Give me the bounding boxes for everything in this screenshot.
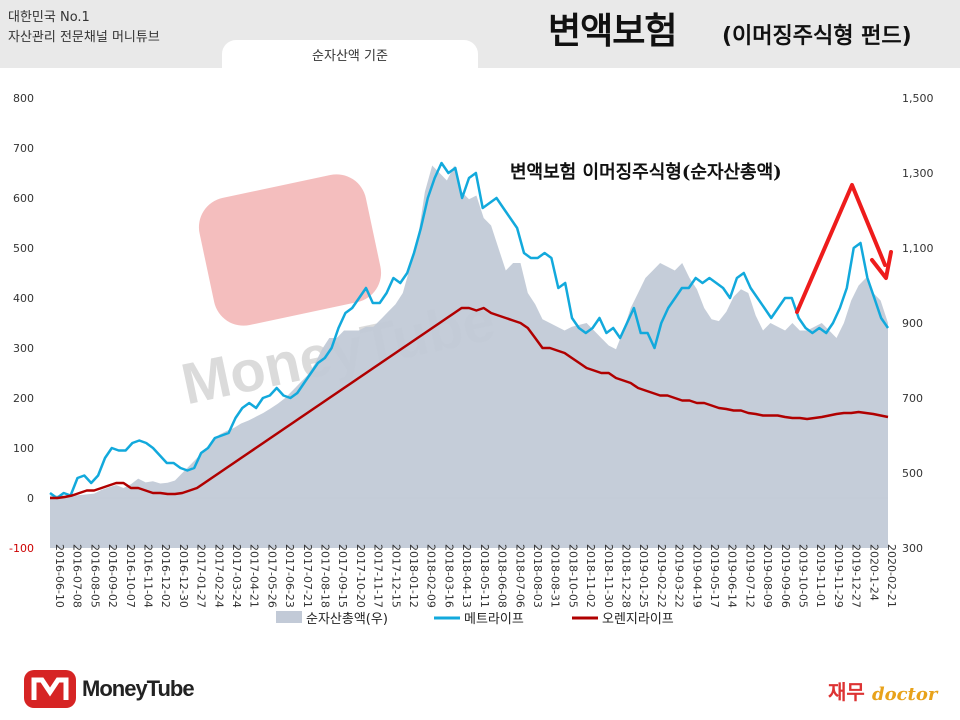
x-tick-label: 2017-04-21 <box>248 544 261 608</box>
x-tick-label: 2018-01-12 <box>407 544 420 608</box>
x-tick-label: 2017-08-18 <box>319 544 332 608</box>
x-tick-label: 2017-10-20 <box>354 544 367 608</box>
x-tick-label: 2020-02-21 <box>885 544 898 608</box>
x-tick-label: 2016-12-30 <box>177 544 190 608</box>
x-tick-label: 2019-05-17 <box>708 544 721 608</box>
x-tick-label: 2018-06-08 <box>496 544 509 608</box>
x-tick-label: 2019-04-19 <box>690 544 703 608</box>
x-tick-label: 2018-08-03 <box>531 544 544 608</box>
area-series-net-assets <box>50 165 888 548</box>
legend-swatch-net-assets <box>276 611 302 623</box>
x-tick-label: 2018-05-11 <box>478 544 491 608</box>
page-title: 변액보험 <box>548 11 677 52</box>
chart: MoneyTube -10001002003004005006007008003… <box>9 92 934 627</box>
y-left-tick-label: -100 <box>9 542 34 555</box>
x-tick-label: 2019-01-25 <box>637 544 650 608</box>
doctor-logo-en: doctor <box>872 684 938 705</box>
x-tick-label: 2019-12-27 <box>850 544 863 608</box>
legend-label: 순자산총액(우) <box>306 612 388 627</box>
y-left-tick-label: 200 <box>13 392 34 405</box>
x-tick-label: 2017-02-24 <box>212 544 225 608</box>
y-left-tick-label: 100 <box>13 442 34 455</box>
line-series-orangelife <box>50 306 889 500</box>
x-tick-label: 2016-07-08 <box>71 544 84 608</box>
y-right-tick-label: 900 <box>902 317 923 330</box>
x-tick-label: 2016-10-07 <box>124 544 137 608</box>
y-right-tick-label: 300 <box>902 542 923 555</box>
y-right-tick-label: 700 <box>902 392 923 405</box>
x-tick-label: 2018-10-05 <box>566 544 579 608</box>
x-tick-label: 2018-12-28 <box>619 544 632 608</box>
brand-tagline: 대한민국 No.1 <box>8 10 90 25</box>
moneytube-logo-icon <box>22 666 78 714</box>
x-tick-label: 2017-05-26 <box>265 544 278 608</box>
y-left-tick-label: 700 <box>13 142 34 155</box>
x-tick-label: 2018-07-06 <box>513 544 526 608</box>
y-right-tick-label: 1,500 <box>902 92 934 105</box>
x-tick-label: 2016-12-02 <box>159 544 172 608</box>
x-tick-label: 2019-10-05 <box>796 544 809 608</box>
x-tick-label: 2019-02-22 <box>655 544 668 608</box>
x-tick-label: 2020-1-24 <box>867 544 880 601</box>
chart-title: 변액보험 이머징주식형(순자산총액) <box>510 161 782 183</box>
x-tick-label: 2018-11-30 <box>602 544 615 608</box>
legend-label: 메트라이프 <box>464 612 524 627</box>
trend-arrowhead <box>870 250 893 280</box>
x-tick-label: 2016-11-04 <box>142 544 155 608</box>
trend-arrow <box>795 183 887 314</box>
y-left-tick-label: 500 <box>13 242 34 255</box>
x-tick-label: 2017-12-15 <box>389 544 402 608</box>
x-tick-label: 2018-02-09 <box>425 544 438 608</box>
x-tick-label: 2016-06-10 <box>53 544 66 608</box>
x-tick-label: 2017-06-23 <box>283 544 296 608</box>
line-series-metlife <box>49 161 890 500</box>
x-tick-label: 2016-08-05 <box>88 544 101 608</box>
x-tick-label: 2017-11-17 <box>372 544 385 608</box>
y-right-tick-label: 1,100 <box>902 242 934 255</box>
legend-label: 오렌지라이프 <box>602 612 674 627</box>
x-tick-label: 2016-09-02 <box>106 544 119 608</box>
moneytube-wordmark: MoneyTube <box>82 676 195 701</box>
x-tick-label: 2019-07-12 <box>743 544 756 608</box>
x-tick-label: 2019-11-01 <box>814 544 827 608</box>
page-subtitle: (이머징주식형 펀드) <box>722 24 912 49</box>
y-left-tick-label: 400 <box>13 292 34 305</box>
x-tick-label: 2019-08-09 <box>761 544 774 608</box>
y-right-tick-label: 1,300 <box>902 167 934 180</box>
x-tick-label: 2017-09-15 <box>336 544 349 608</box>
brand-channel: 자산관리 전문채널 머니튜브 <box>8 30 160 45</box>
x-tick-label: 2019-03-22 <box>673 544 686 608</box>
y-left-tick-label: 600 <box>13 192 34 205</box>
x-tick-label: 2017-07-21 <box>301 544 314 608</box>
header-band <box>0 0 960 68</box>
x-tick-label: 2018-03-16 <box>442 544 455 608</box>
y-left-tick-label: 0 <box>27 492 34 505</box>
x-tick-label: 2018-11-02 <box>584 544 597 608</box>
y-left-tick-label: 800 <box>13 92 34 105</box>
doctor-logo-ko: 재무 <box>828 680 865 704</box>
x-tick-label: 2019-06-14 <box>726 544 739 608</box>
x-tick-label: 2018-08-31 <box>549 544 562 608</box>
basis-tab: 순자산액 기준 <box>222 40 478 74</box>
x-tick-label: 2017-03-24 <box>230 544 243 608</box>
x-tick-label: 2018-04-13 <box>460 544 473 608</box>
x-tick-label: 2017-01-27 <box>195 544 208 608</box>
y-right-tick-label: 500 <box>902 467 923 480</box>
y-left-tick-label: 300 <box>13 342 34 355</box>
x-tick-label: 2019-09-06 <box>779 544 792 608</box>
x-tick-label: 2019-11-29 <box>832 544 845 608</box>
